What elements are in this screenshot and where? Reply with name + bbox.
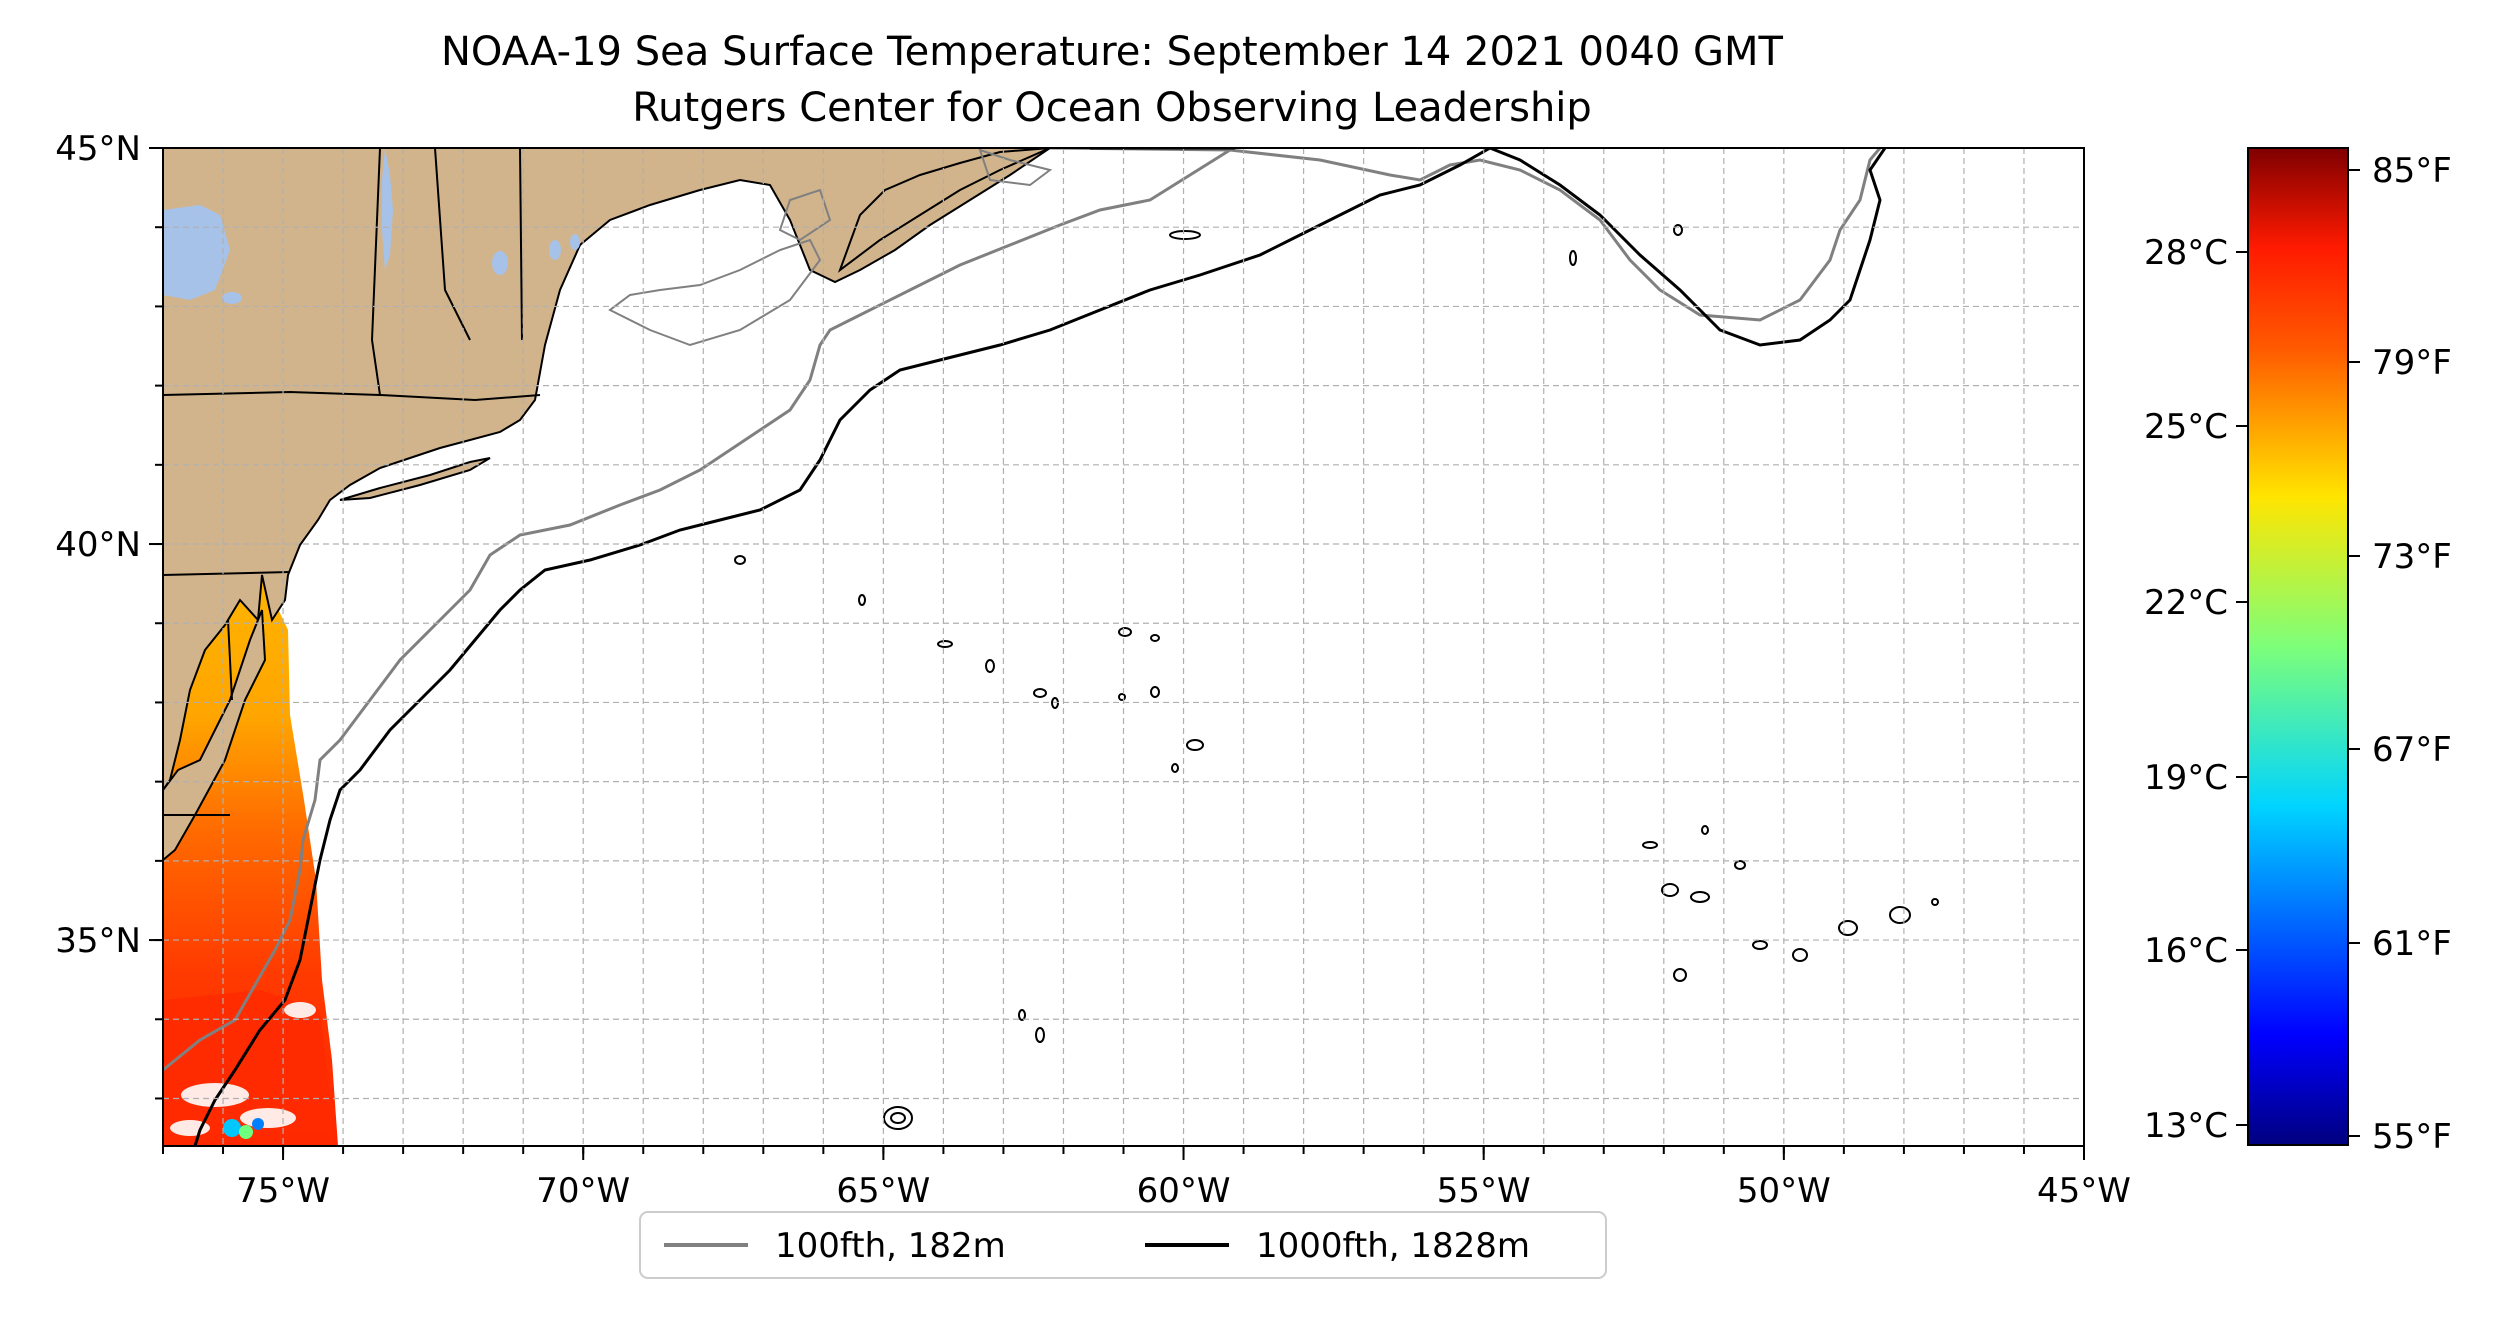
colorbar-celsius-label: 19°C xyxy=(2144,758,2228,798)
colorbar-fahrenheit-label: 85°F xyxy=(2372,151,2452,191)
sst-cool-speckles xyxy=(223,1118,264,1139)
land-long-island xyxy=(339,457,491,501)
land-delmarva xyxy=(163,609,267,862)
lakes xyxy=(163,148,580,304)
lon-tick-label: 55°W xyxy=(1437,1171,1531,1211)
lon-tick-label: 50°W xyxy=(1737,1171,1831,1211)
legend-label-100fth: 100fth, 182m xyxy=(775,1226,1006,1266)
lon-tick-label: 45°W xyxy=(2037,1171,2131,1211)
map-subtitle: Rutgers Center for Ocean Observing Leade… xyxy=(632,85,1592,131)
land-us-east-coast xyxy=(163,148,1052,792)
colorbar: 28°C 25°C 22°C 19°C 16°C 13°C 85°F 79°F 73°F 67°… xyxy=(2144,147,2452,1157)
colorbar-celsius-label: 16°C xyxy=(2144,931,2228,971)
isobath-100fth-inner xyxy=(608,148,1053,347)
map-area xyxy=(163,148,2084,1146)
colorbar-celsius-label: 22°C xyxy=(2144,583,2228,623)
colorbar-fahrenheit-ticks: 85°F 79°F 73°F 67°F 61°F 55°F xyxy=(2348,151,2452,1157)
colorbar-fahrenheit-label: 73°F xyxy=(2372,537,2452,577)
sst-warm-patch xyxy=(163,990,335,1146)
colorbar-celsius-label: 28°C xyxy=(2144,233,2228,273)
colorbar-celsius-label: 25°C xyxy=(2144,407,2228,447)
lat-tick-label: 35°N xyxy=(55,921,141,961)
colorbar-gradient xyxy=(2247,147,2349,1146)
legend: 100fth, 182m 1000fth, 1828m xyxy=(639,1211,1607,1279)
legend-box xyxy=(639,1211,1607,1279)
isobath-100fth xyxy=(163,148,1882,1072)
colorbar-fahrenheit-label: 67°F xyxy=(2372,730,2452,770)
seamounts xyxy=(734,224,1939,1130)
axis-ticks: 75°W 70°W 65°W 60°W 55°W 50°W 45°W 45°N 40°N 35°N xyxy=(55,129,2131,1211)
map-title: NOAA-19 Sea Surface Temperature: Septemb… xyxy=(441,29,1784,75)
lon-tick-label: 60°W xyxy=(1137,1171,1231,1211)
land-nova-scotia xyxy=(837,148,1051,273)
legend-label-1000fth: 1000fth, 1828m xyxy=(1256,1226,1530,1266)
lon-tick-label: 65°W xyxy=(836,1171,930,1211)
lon-tick-label: 70°W xyxy=(536,1171,630,1211)
colorbar-celsius-ticks: 28°C 25°C 22°C 19°C 16°C 13°C xyxy=(2144,233,2248,1146)
lon-tick-label: 75°W xyxy=(236,1171,330,1211)
gridlines xyxy=(163,148,2084,1146)
colorbar-fahrenheit-label: 55°F xyxy=(2372,1117,2452,1157)
colorbar-celsius-label: 13°C xyxy=(2144,1106,2228,1146)
colorbar-fahrenheit-label: 61°F xyxy=(2372,924,2452,964)
state-borders xyxy=(163,148,541,816)
colorbar-fahrenheit-label: 79°F xyxy=(2372,343,2452,383)
lat-tick-label: 40°N xyxy=(55,525,141,565)
lat-tick-label: 45°N xyxy=(55,129,141,169)
isobath-1000fth xyxy=(193,148,1887,1146)
